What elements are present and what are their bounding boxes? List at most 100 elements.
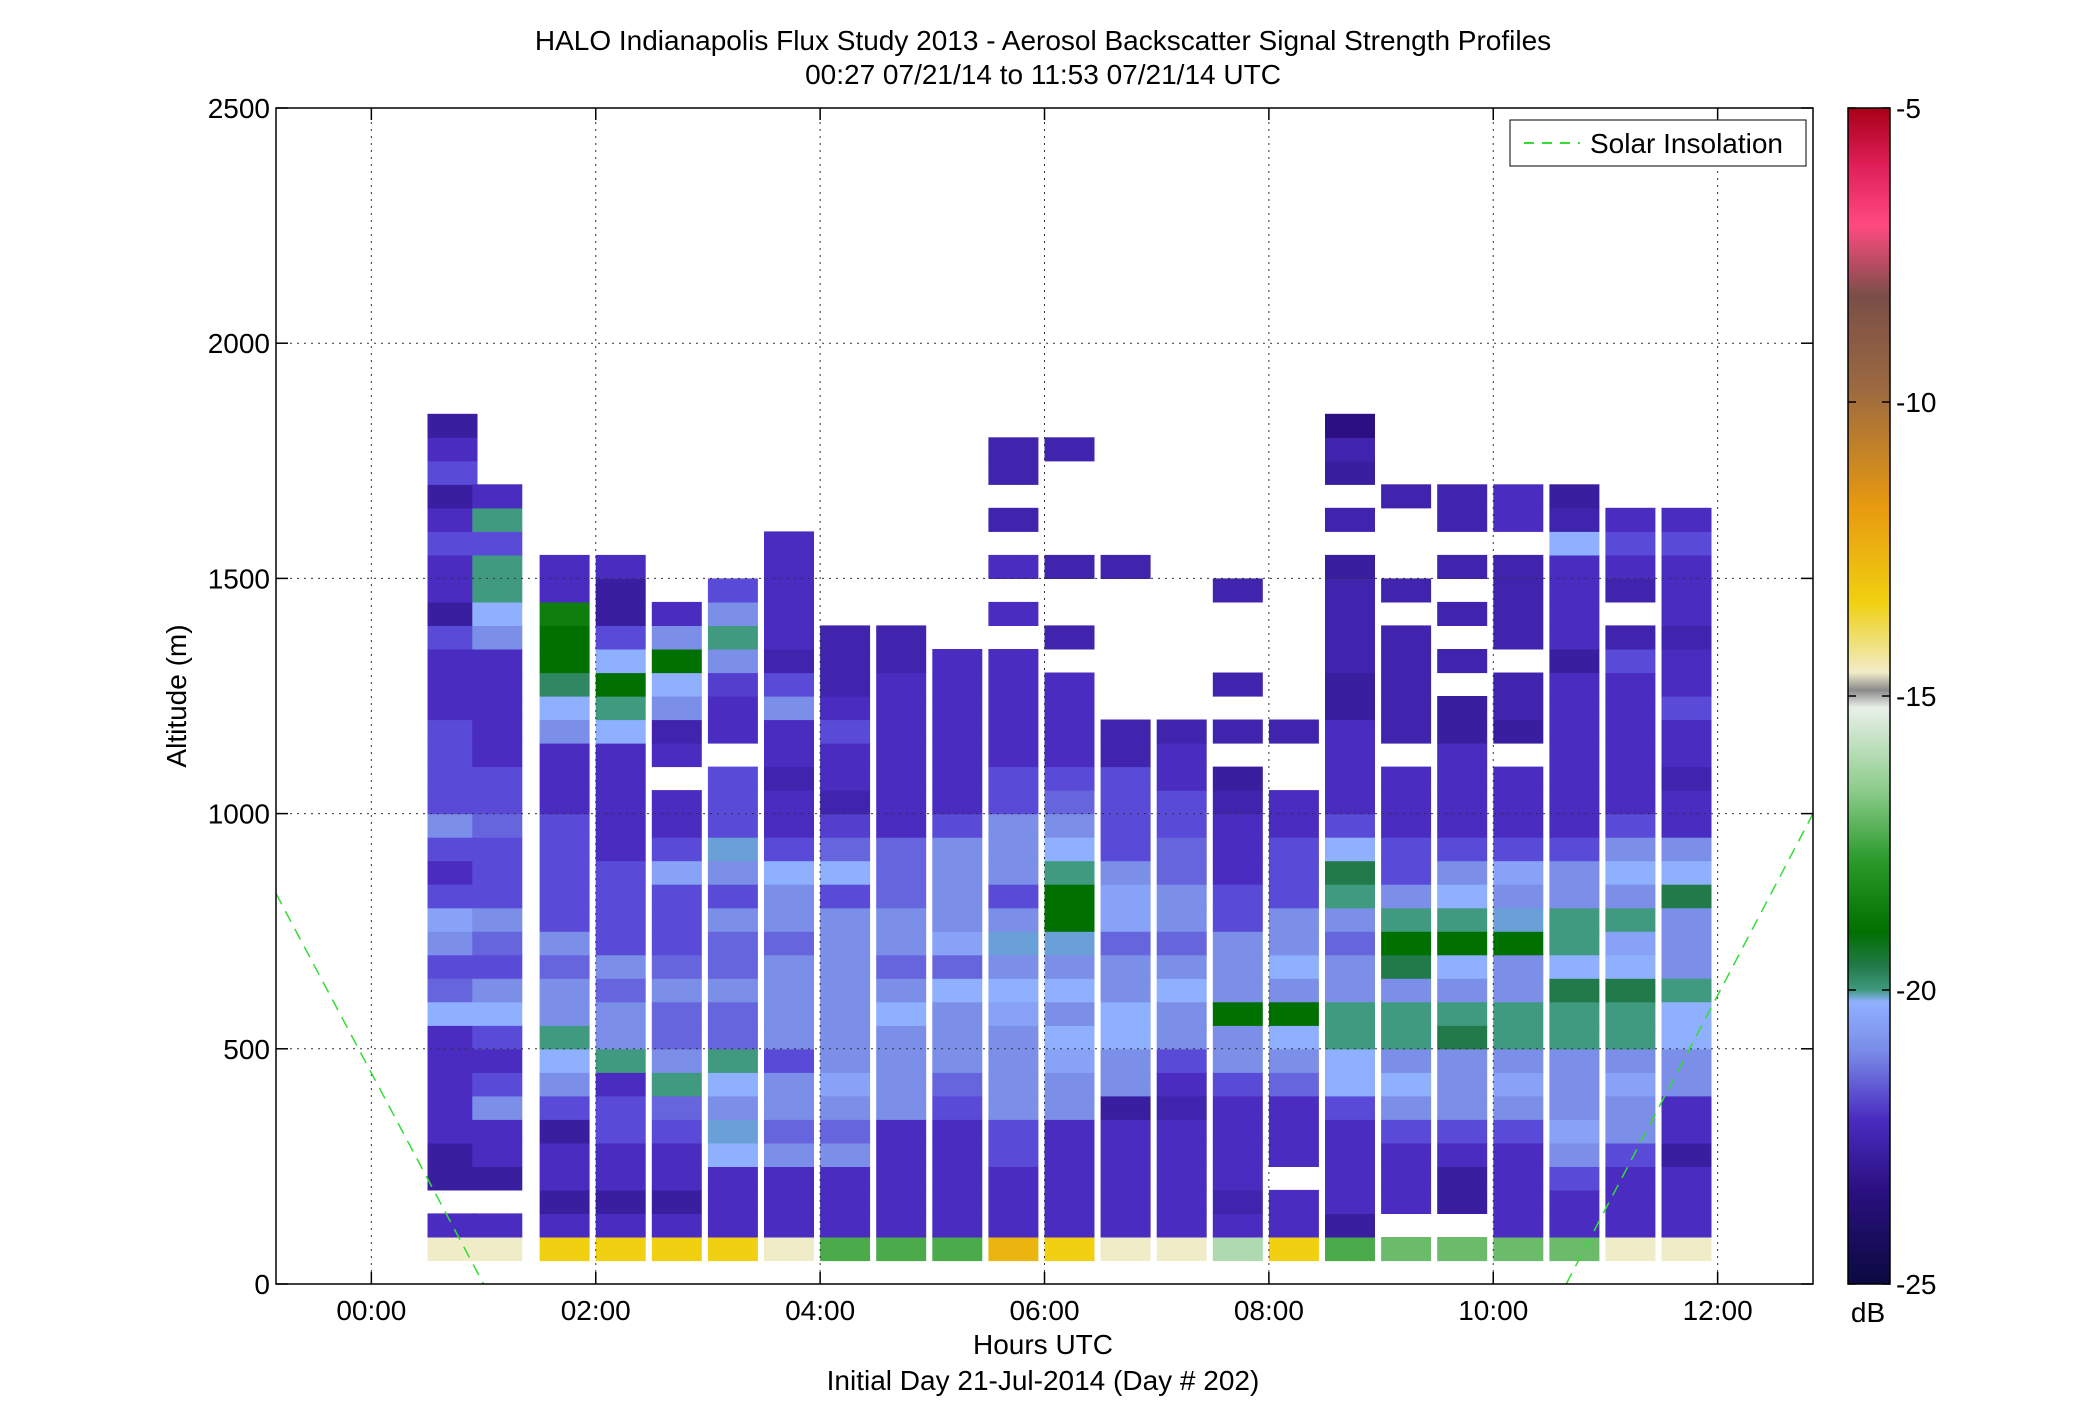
heatmap-cell-19-7	[1493, 1072, 1544, 1097]
heatmap-cell-5-8	[707, 1048, 758, 1073]
heatmap-cell-22-8	[1661, 1048, 1712, 1073]
heatmap-cell-6-1	[764, 1213, 814, 1238]
heatmap-cell-5-24	[707, 672, 758, 697]
solar-insolation-descending	[276, 893, 485, 1284]
heatmap-cell-20-16	[1549, 860, 1600, 885]
colorbar-tick-label: -5	[1896, 93, 1921, 124]
heatmap-cell-17-0	[1381, 1237, 1432, 1262]
heatmap-cell-8-6	[876, 1095, 927, 1120]
heatmap-cell-9-9	[932, 1025, 983, 1050]
heatmap-cell-21-19	[1605, 790, 1656, 815]
heatmap-cell-13-16	[1156, 860, 1207, 885]
heatmap-cell-6-25	[764, 649, 814, 674]
heatmap-cell-20-3	[1549, 1166, 1600, 1191]
heatmap-cell-9-23	[932, 696, 983, 721]
heatmap-cell-22-12	[1661, 954, 1712, 979]
heatmap-cell-7-2	[820, 1189, 871, 1214]
heatmap-cell-15-4	[1268, 1142, 1319, 1167]
heatmap-cell-3-24	[595, 672, 646, 697]
heatmap-cell-8-3	[876, 1166, 927, 1191]
heatmap-cell-1-31	[472, 507, 523, 532]
colorbar-unit: dB	[1851, 1297, 1885, 1328]
heatmap-cell-16-33	[1325, 460, 1375, 485]
heatmap-cell-4-6	[651, 1095, 702, 1120]
heatmap-cell-21-17	[1605, 837, 1656, 862]
heatmap-cell-16-0	[1325, 1237, 1375, 1262]
heatmap-cell-18-16	[1437, 860, 1488, 885]
heatmap-cell-3-0	[595, 1237, 646, 1262]
heatmap-cell-1-13	[472, 931, 523, 956]
heatmap-cell-21-1	[1605, 1213, 1656, 1238]
heatmap-cell-5-11	[707, 978, 758, 1003]
heatmap-cell-8-21	[876, 743, 927, 768]
heatmap-cell-8-2	[876, 1189, 927, 1214]
heatmap-cell-11-21	[1044, 743, 1095, 768]
heatmap-cell-1-11	[472, 978, 523, 1003]
heatmap-cell-1-18	[472, 813, 523, 838]
heatmap-cell-0-12	[427, 954, 478, 979]
heatmap-cell-16-35	[1325, 413, 1375, 438]
heatmap-cell-6-21	[764, 743, 814, 768]
heatmap-cell-6-27	[764, 601, 814, 626]
heatmap-cell-6-9	[764, 1025, 814, 1050]
heatmap-cell-6-26	[764, 625, 814, 650]
heatmap-cell-18-6	[1437, 1095, 1488, 1120]
heatmap-cell-4-14	[651, 907, 702, 932]
heatmap-cell-20-12	[1549, 954, 1600, 979]
heatmap-cell-17-19	[1381, 790, 1432, 815]
heatmap-cell-12-0	[1100, 1237, 1151, 1262]
heatmap-cell-2-0	[539, 1237, 590, 1262]
heatmap-cell-3-13	[595, 931, 646, 956]
heatmap-cell-11-8	[1044, 1048, 1095, 1073]
heatmap-cell-3-3	[595, 1166, 646, 1191]
heatmap-cell-5-14	[707, 907, 758, 932]
heatmap-cell-10-31	[988, 507, 1039, 532]
heatmap-cell-13-2	[1156, 1189, 1207, 1214]
heatmap-cell-18-15	[1437, 884, 1488, 909]
heatmap-cell-1-30	[472, 531, 523, 556]
heatmap-cell-11-15	[1044, 884, 1095, 909]
heatmap-cell-1-32	[472, 484, 523, 509]
heatmap-cell-6-19	[764, 790, 814, 815]
heatmap-cell-21-3	[1605, 1166, 1656, 1191]
heatmap-cell-7-18	[820, 813, 871, 838]
heatmap-cell-5-12	[707, 954, 758, 979]
heatmap-cell-22-1	[1661, 1213, 1712, 1238]
heatmap-cell-19-17	[1493, 837, 1544, 862]
heatmap-cell-18-20	[1437, 766, 1488, 791]
heatmap-cell-22-21	[1661, 743, 1712, 768]
heatmap-cell-3-4	[595, 1142, 646, 1167]
heatmap-cell-22-11	[1661, 978, 1712, 1003]
heatmap-cell-9-19	[932, 790, 983, 815]
heatmap-cell-16-23	[1325, 696, 1375, 721]
heatmap-cell-10-15	[988, 884, 1039, 909]
heatmap-cell-8-22	[876, 719, 927, 744]
heatmap-cell-5-25	[707, 649, 758, 674]
solar-insolation-lines	[276, 813, 1813, 1284]
heatmap-cell-16-29	[1325, 554, 1375, 579]
heatmap-cell-10-25	[988, 649, 1039, 674]
heatmap-cell-1-0	[472, 1237, 523, 1262]
heatmap-cell-19-5	[1493, 1119, 1544, 1144]
heatmap-cell-18-25	[1437, 649, 1488, 674]
heatmap-cell-16-10	[1325, 1001, 1375, 1026]
heatmap-cell-0-34	[427, 437, 478, 462]
heatmap-cell-22-30	[1661, 531, 1712, 556]
heatmap-cell-0-31	[427, 507, 478, 532]
heatmap-cell-3-2	[595, 1189, 646, 1214]
heatmap-cell-2-1	[539, 1213, 590, 1238]
heatmap-cell-8-16	[876, 860, 927, 885]
heatmap-cell-1-26	[472, 625, 523, 650]
heatmap-cell-3-17	[595, 837, 646, 862]
heatmap-cell-0-35	[427, 413, 478, 438]
heatmap-cell-9-20	[932, 766, 983, 791]
heatmap-cell-11-7	[1044, 1072, 1095, 1097]
heatmap-cell-16-21	[1325, 743, 1375, 768]
heatmap-cell-9-10	[932, 1001, 983, 1026]
heatmap-cell-4-9	[651, 1025, 702, 1050]
heatmap-cell-1-21	[472, 743, 523, 768]
heatmap-cell-3-25	[595, 649, 646, 674]
heatmap-cell-4-21	[651, 743, 702, 768]
heatmap-cell-21-7	[1605, 1072, 1656, 1097]
heatmap-cell-3-7	[595, 1072, 646, 1097]
